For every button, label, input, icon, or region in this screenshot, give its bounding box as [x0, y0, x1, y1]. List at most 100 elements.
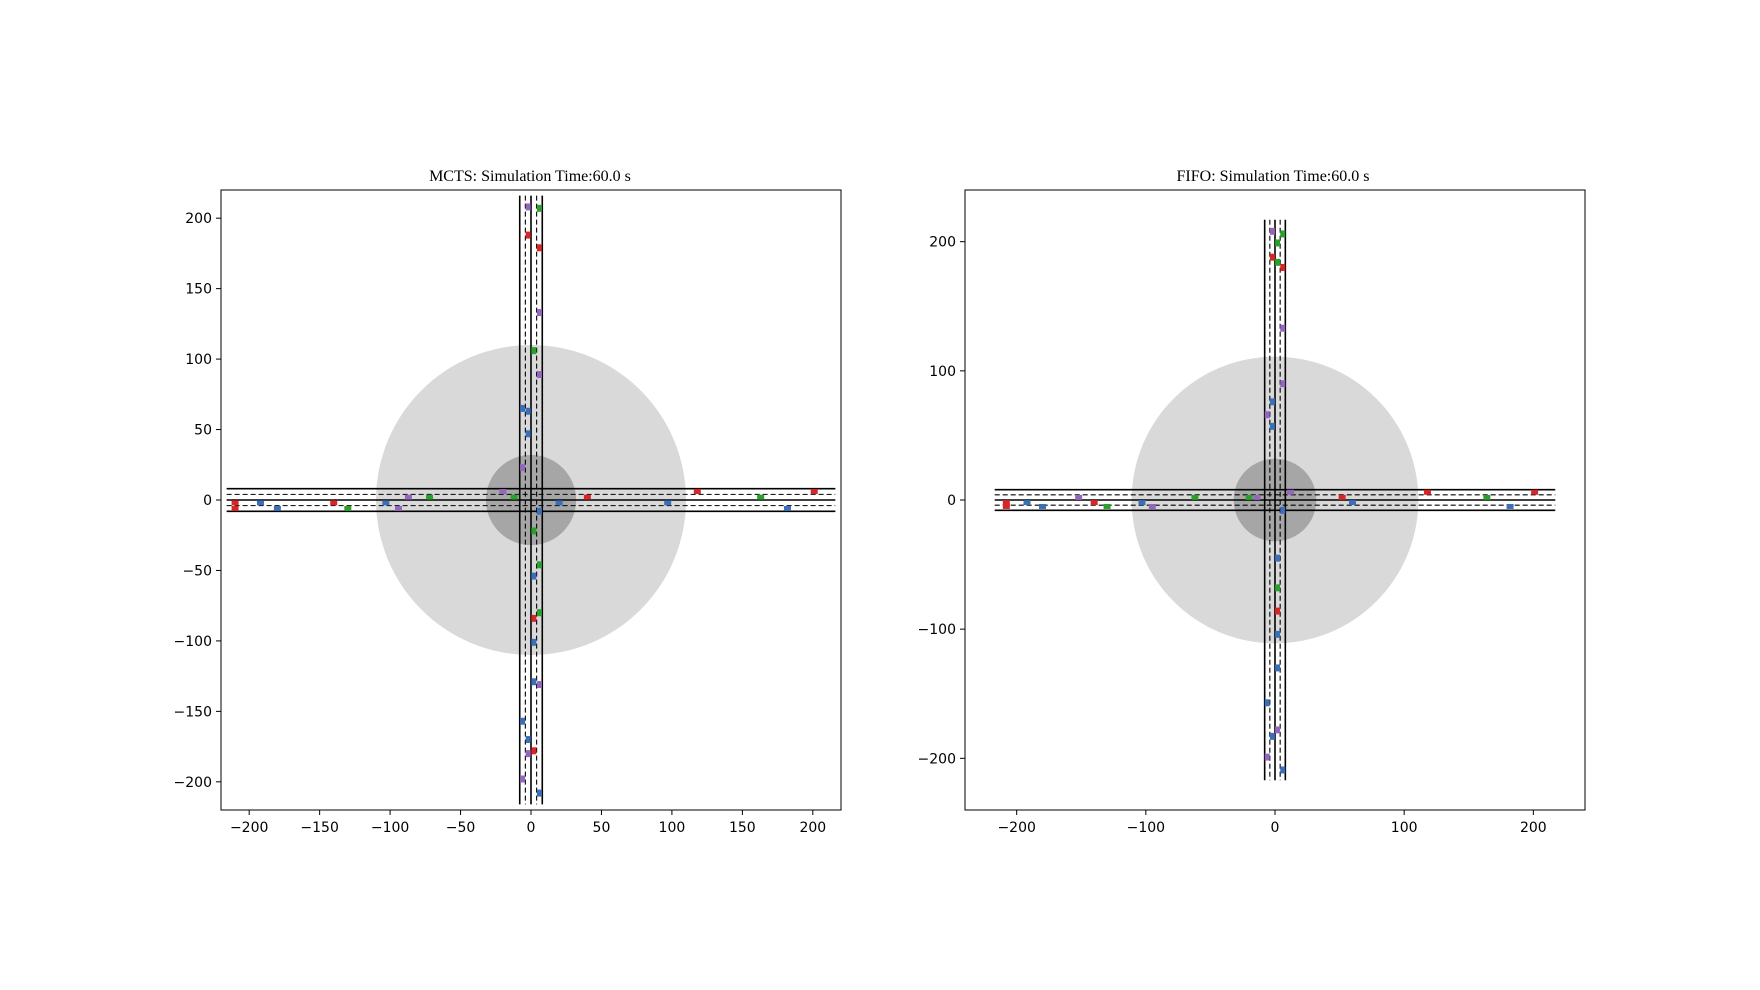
fifo-vehicle-11 — [1253, 494, 1261, 500]
mcts-vehicle-33 — [531, 572, 537, 580]
mcts-vehicle-24 — [531, 347, 537, 355]
mcts-vehicle-15 — [693, 489, 701, 495]
fifo-vehicle-9 — [1191, 494, 1199, 500]
mcts-vehicle-39 — [520, 717, 526, 725]
fifo-x-tick-label: 200 — [1520, 820, 1547, 836]
fifo-vehicle-8 — [1148, 503, 1156, 509]
mcts-vehicle-5 — [344, 505, 352, 511]
mcts-vehicle-44 — [536, 789, 542, 797]
mcts-vehicle-3 — [273, 505, 281, 511]
mcts-y-tick-label: 0 — [203, 493, 212, 509]
mcts-vehicle-12 — [555, 500, 563, 506]
fifo-x-axis: −200 −100 0 100 200 — [997, 810, 1547, 836]
mcts-y-tick-label: 100 — [185, 352, 212, 368]
fifo-vehicle-40 — [1280, 766, 1286, 774]
fifo-vehicle-6 — [1103, 503, 1111, 509]
fifo-vehicle-24 — [1280, 264, 1286, 271]
fifo-vehicle-28 — [1264, 411, 1270, 419]
mcts-vehicle-25 — [536, 371, 542, 379]
mcts-vehicle-1 — [231, 505, 239, 511]
mcts-vehicle-30 — [536, 507, 542, 515]
fifo-y-tick-label: −200 — [918, 751, 956, 767]
fifo-x-tick-label: −100 — [1127, 820, 1165, 836]
mcts-vehicle-21 — [525, 231, 531, 239]
fifo-y-tick-label: 200 — [929, 235, 956, 251]
fifo-vehicle-21 — [1275, 239, 1281, 247]
mcts-vehicle-41 — [531, 747, 537, 755]
mcts-y-tick-label: 50 — [194, 423, 212, 439]
mcts-title: MCTS: Simulation Time:60.0 s — [429, 168, 631, 185]
mcts-y-tick-label: 200 — [185, 211, 212, 227]
fifo-vehicle-14 — [1349, 500, 1356, 506]
fifo-x-tick-label: −200 — [997, 820, 1035, 836]
fifo-vehicle-25 — [1280, 324, 1286, 332]
fifo-vehicle-31 — [1275, 554, 1281, 562]
mcts-vehicle-8 — [404, 494, 412, 500]
mcts-panel: MCTS: Simulation Time:60.0 s −200 −150 −10… — [174, 168, 842, 836]
fifo-vehicle-5 — [1090, 500, 1098, 506]
mcts-clipped-layer — [226, 195, 836, 805]
fifo-vehicle-10 — [1245, 494, 1253, 500]
mcts-vehicle-29 — [520, 464, 526, 472]
fifo-y-tick-label: 100 — [929, 364, 956, 380]
fifo-vehicle-1 — [1002, 503, 1010, 509]
fifo-vehicle-15 — [1423, 489, 1431, 495]
mcts-vehicle-28 — [525, 430, 531, 438]
fifo-panel: FIFO: Simulation Time:60.0 s −200 −100 0 10… — [918, 168, 1586, 836]
mcts-vehicle-7 — [395, 505, 403, 511]
fifo-vehicle-39 — [1264, 753, 1270, 761]
mcts-vehicle-4 — [330, 500, 338, 506]
fifo-y-axis: −200 −100 0 100 200 — [918, 235, 965, 767]
mcts-vehicle-17 — [783, 505, 791, 511]
mcts-vehicle-0 — [231, 500, 239, 506]
fifo-y-tick-label: 0 — [947, 493, 956, 509]
fifo-x-tick-label: 100 — [1391, 820, 1418, 836]
mcts-y-axis: −200 −150 −100 −50 0 50 100 150 200 — [174, 211, 221, 791]
mcts-vehicle-10 — [499, 489, 507, 495]
fifo-vehicle-33 — [1275, 607, 1281, 615]
mcts-vehicle-32 — [536, 561, 542, 569]
mcts-vehicle-13 — [583, 494, 591, 500]
fifo-vehicle-20 — [1280, 230, 1286, 238]
mcts-y-tick-label: −200 — [174, 775, 212, 791]
mcts-x-tick-label: −50 — [446, 820, 476, 836]
fifo-vehicle-30 — [1280, 506, 1286, 514]
fifo-vehicle-36 — [1264, 699, 1270, 707]
mcts-x-axis: −200 −150 −100 −50 0 50 100 150 200 — [230, 810, 826, 836]
mcts-vehicle-6 — [382, 500, 390, 506]
fifo-vehicle-16 — [1483, 494, 1491, 500]
mcts-vehicle-18 — [810, 489, 818, 495]
fifo-vehicle-35 — [1275, 664, 1281, 672]
fifo-vehicle-0 — [1002, 500, 1010, 506]
mcts-vehicle-40 — [525, 736, 531, 744]
fifo-vehicle-23 — [1275, 258, 1281, 266]
mcts-vehicle-9 — [426, 494, 434, 500]
mcts-vehicle-42 — [525, 750, 531, 758]
mcts-y-tick-label: −50 — [182, 563, 212, 579]
fifo-vehicle-29 — [1269, 422, 1275, 430]
mcts-vehicle-37 — [531, 678, 537, 686]
mcts-x-tick-label: 200 — [799, 820, 826, 836]
fifo-x-tick-label: 0 — [1271, 820, 1280, 836]
mcts-vehicle-11 — [510, 494, 518, 500]
fifo-vehicle-2 — [1023, 500, 1031, 506]
mcts-vehicle-19 — [525, 203, 531, 211]
fifo-vehicle-38 — [1269, 732, 1275, 740]
fifo-vehicle-18 — [1531, 489, 1539, 495]
fifo-vehicle-3 — [1039, 503, 1046, 509]
mcts-x-tick-label: 0 — [527, 820, 536, 836]
fifo-vehicle-37 — [1275, 726, 1281, 734]
mcts-x-tick-label: 150 — [729, 820, 756, 836]
fifo-clipped-layer — [994, 219, 1556, 781]
fifo-plot-area — [964, 189, 1586, 811]
fifo-vehicle-32 — [1275, 584, 1281, 592]
mcts-vehicle-26 — [520, 404, 526, 412]
fifo-title: FIFO: Simulation Time:60.0 s — [1177, 168, 1370, 185]
fifo-vehicle-27 — [1269, 398, 1275, 406]
mcts-y-tick-label: −150 — [174, 704, 212, 720]
fifo-vehicle-7 — [1138, 500, 1146, 506]
fifo-vehicle-13 — [1338, 494, 1346, 500]
mcts-x-tick-label: −150 — [300, 820, 338, 836]
mcts-vehicle-16 — [757, 494, 765, 500]
